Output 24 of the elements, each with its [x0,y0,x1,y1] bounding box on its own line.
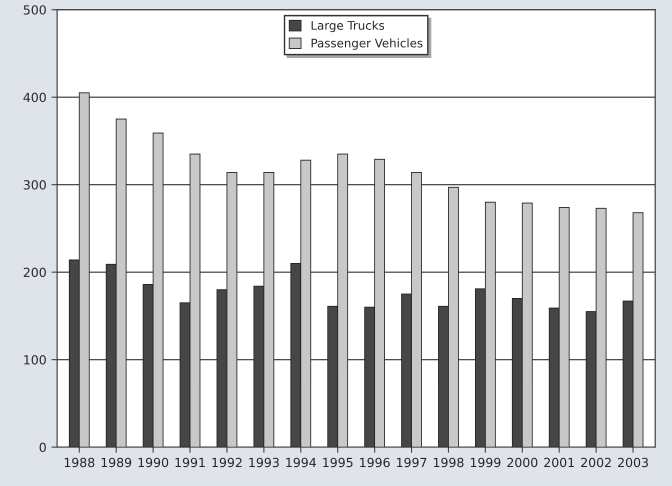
x-tick-label: 2003 [618,458,648,468]
y-tick-label: 400 [23,92,46,102]
x-tick-label: 1989 [102,458,132,468]
legend-label: Passenger Vehicles [312,38,423,50]
x-tick-label: 1992 [212,458,242,468]
legend-label: Large Trucks [312,20,384,32]
x-tick-label: 1993 [249,458,279,468]
y-tick-label: 100 [24,355,46,365]
x-tick-label: 1997 [397,458,426,468]
x-tick-label: 1995 [323,458,353,468]
y-tick-label: 500 [24,5,46,15]
x-tick-label: 1990 [138,458,168,468]
x-tick-label: 1991 [175,458,205,468]
x-tick-label: 1996 [360,458,390,468]
x-tick-label: 2002 [581,458,611,468]
x-tick-label: 2001 [544,458,574,468]
x-tick-label: 1994 [286,458,316,468]
x-tick-label: 1998 [434,458,464,468]
x-tick-label: 1999 [470,458,500,468]
x-tick-label: 2000 [507,458,538,468]
y-tick-label: 200 [24,268,46,278]
y-tick-label: 0 [40,442,46,452]
x-tick-label: 1988 [64,458,94,468]
y-tick-label: 300 [24,180,46,190]
